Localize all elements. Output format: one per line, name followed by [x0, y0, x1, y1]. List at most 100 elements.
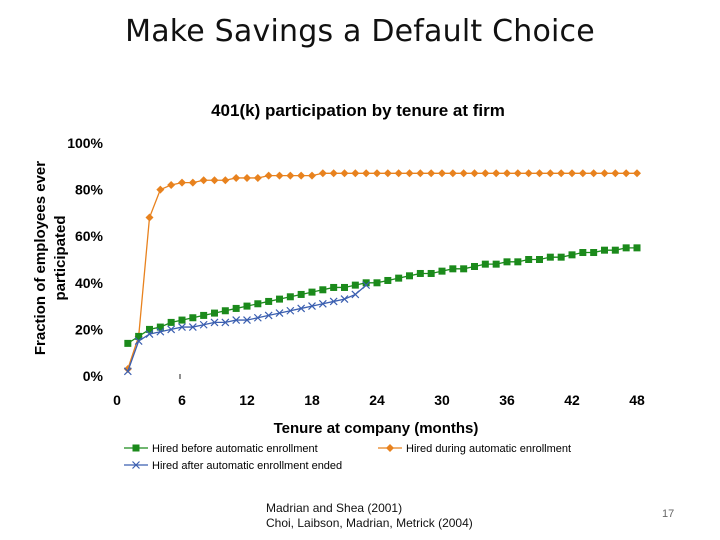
data-point-before	[265, 297, 273, 305]
x-tick-label: 36	[499, 392, 515, 408]
data-point-before	[633, 244, 641, 252]
x-tick-label: 48	[629, 392, 645, 408]
data-point-during	[156, 185, 165, 194]
data-point-before	[611, 246, 619, 254]
data-point-before	[308, 288, 316, 296]
data-point-before	[351, 281, 359, 289]
data-point-during	[600, 169, 609, 178]
data-point-before	[232, 304, 240, 312]
y-axis-label-line-2: participated	[52, 215, 69, 300]
data-point-after	[297, 304, 306, 313]
data-point-after	[264, 311, 273, 320]
data-point-before	[568, 251, 576, 259]
data-point-during	[145, 213, 154, 222]
data-point-during	[329, 169, 338, 178]
y-tick-label: 80%	[75, 182, 104, 198]
data-point-after	[199, 320, 208, 329]
data-point-during	[394, 169, 403, 178]
data-point-during	[232, 173, 241, 182]
source-citation: Madrian and Shea (2001) Choi, Laibson, M…	[266, 501, 473, 531]
data-point-after	[243, 316, 251, 325]
data-point-before	[438, 267, 446, 275]
data-point-before	[146, 325, 153, 333]
data-point-before	[590, 249, 598, 257]
data-point-during	[318, 169, 327, 178]
data-point-during	[589, 169, 598, 178]
x-tick-label: 24	[369, 392, 385, 408]
data-point-before	[406, 272, 413, 280]
legend-item-during: Hired during automatic enrollment	[378, 443, 571, 455]
y-axis-label-line-1: Fraction of employees ever	[32, 161, 49, 355]
data-point-after	[145, 330, 154, 338]
data-point-before	[546, 253, 554, 261]
data-point-during	[362, 169, 371, 178]
data-point-before	[525, 256, 533, 263]
series-line-before	[127, 247, 637, 344]
legend-label-after: Hired after automatic enrollment ended	[152, 460, 342, 472]
data-point-during	[427, 169, 436, 178]
data-point-before	[536, 256, 543, 263]
data-point-during	[546, 169, 555, 178]
data-point-after	[188, 323, 197, 331]
series-before	[124, 244, 641, 347]
data-point-during	[622, 169, 631, 178]
page-number: 17	[662, 508, 675, 520]
y-axis-label: Fraction of employees ever participated	[32, 161, 69, 355]
data-point-after	[275, 309, 284, 318]
data-point-before	[178, 316, 186, 324]
y-tick-label: 20%	[75, 321, 104, 337]
data-point-during	[470, 169, 479, 178]
data-point-during	[308, 171, 316, 180]
legend-label-before: Hired before automatic enrollment	[152, 443, 318, 455]
data-point-during	[557, 169, 566, 178]
source-line-2: Choi, Laibson, Madrian, Metrick (2004)	[266, 516, 473, 530]
chart-title: 401(k) participation by tenure at firm	[211, 101, 505, 120]
data-point-during	[492, 169, 501, 178]
data-point-before	[319, 286, 327, 294]
data-point-before	[579, 249, 587, 257]
data-point-after	[134, 337, 143, 345]
data-point-before	[416, 269, 424, 277]
data-point-before	[384, 276, 392, 284]
data-point-during	[340, 169, 349, 178]
y-tick-label: 100%	[67, 135, 103, 151]
data-point-after	[232, 316, 241, 325]
data-point-before	[449, 265, 457, 273]
data-point-before	[460, 265, 468, 273]
data-point-before	[622, 244, 630, 252]
series-after	[123, 281, 371, 376]
data-point-after	[329, 297, 338, 306]
data-point-after	[362, 281, 371, 290]
data-point-during	[264, 171, 273, 180]
data-point-before	[254, 300, 262, 308]
slide-title: Make Savings a Default Choice	[125, 14, 595, 49]
data-point-before	[124, 339, 132, 347]
data-point-before	[427, 269, 435, 277]
data-point-after	[253, 313, 262, 322]
data-point-during	[448, 169, 457, 178]
data-point-during	[568, 169, 576, 178]
source-line-1: Madrian and Shea (2001)	[266, 501, 403, 515]
legend-item-after: Hired after automatic enrollment ended	[124, 460, 342, 472]
data-point-before	[167, 318, 175, 326]
data-point-before	[221, 307, 229, 315]
data-point-after	[210, 318, 219, 327]
data-point-before	[200, 311, 208, 319]
x-tick-labels: 0 6 12 18 24 30 36 42 48	[113, 392, 645, 408]
legend-marker-after	[132, 461, 140, 469]
data-point-during	[513, 169, 522, 178]
data-point-during	[199, 176, 208, 185]
data-point-during	[210, 176, 219, 185]
series-line-during	[127, 172, 637, 370]
x-axis-label: Tenure at company (months)	[274, 420, 479, 437]
data-point-before	[341, 283, 348, 291]
x-tick-label: 12	[239, 392, 255, 408]
data-point-during	[351, 169, 360, 178]
data-point-before	[471, 262, 478, 270]
data-point-before	[330, 283, 338, 291]
data-point-during	[416, 169, 425, 178]
data-point-before	[373, 279, 381, 287]
data-point-during	[405, 169, 414, 178]
data-point-after	[340, 295, 349, 304]
data-point-during	[481, 169, 490, 178]
